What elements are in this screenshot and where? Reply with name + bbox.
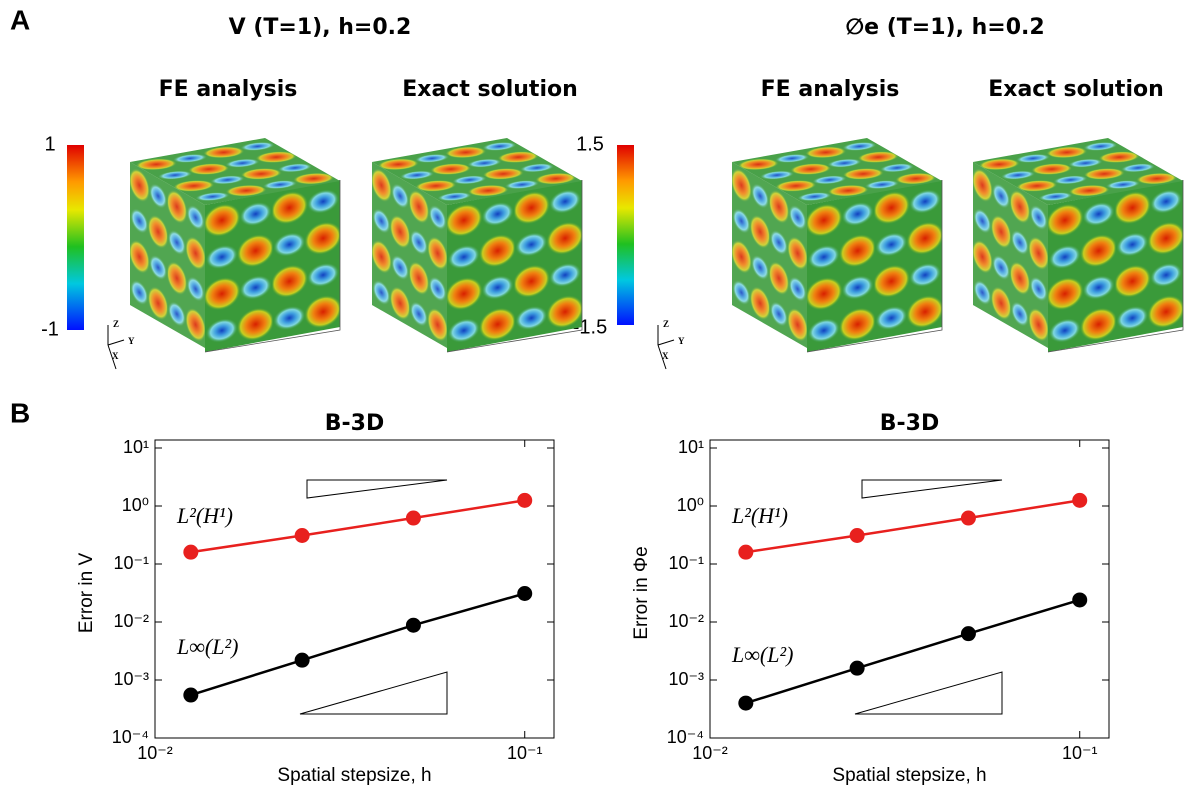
y-tick-label: 10⁰ bbox=[122, 495, 149, 515]
data-point bbox=[738, 545, 753, 560]
series-label: L²(H¹) bbox=[176, 503, 233, 528]
x-axis-label: Spatial stepsize, h bbox=[277, 765, 431, 786]
colorbar bbox=[67, 145, 84, 330]
series-label: L²(H¹) bbox=[731, 503, 788, 528]
data-point bbox=[295, 528, 310, 543]
y-axis-label: Error in V bbox=[76, 553, 97, 634]
panel-title: V (T=1), h=0.2 bbox=[229, 15, 412, 40]
cube-face bbox=[807, 180, 942, 352]
data-point bbox=[961, 511, 976, 526]
triad-label: Y bbox=[128, 336, 135, 346]
y-tick-label: 10⁻¹ bbox=[668, 553, 704, 573]
data-point bbox=[517, 586, 532, 601]
data-point bbox=[183, 545, 198, 560]
chart-title: B-3D bbox=[880, 411, 939, 436]
plot-frame bbox=[155, 440, 554, 738]
y-tick-label: 10⁻³ bbox=[113, 669, 149, 689]
triad-axis bbox=[108, 340, 124, 345]
x-tick-label: 10⁻² bbox=[137, 743, 173, 763]
data-point bbox=[1072, 592, 1087, 607]
series-label: L∞(L²) bbox=[176, 634, 238, 659]
data-point bbox=[850, 661, 865, 676]
colorbar bbox=[617, 145, 634, 325]
y-tick-label: 10⁰ bbox=[677, 495, 704, 515]
triad-label: Z bbox=[663, 319, 669, 329]
colorbar-label: 1 bbox=[44, 133, 55, 155]
subtitle: FE analysis bbox=[159, 77, 298, 102]
data-point bbox=[1072, 493, 1087, 508]
y-tick-label: 10¹ bbox=[123, 437, 149, 457]
y-tick-label: 10⁻² bbox=[113, 611, 149, 631]
panel-title: ∅e (T=1), h=0.2 bbox=[845, 15, 1044, 40]
series-line bbox=[746, 500, 1080, 552]
x-tick-label: 10⁻² bbox=[692, 743, 728, 763]
panel-label: A bbox=[10, 4, 30, 35]
triad-label: X bbox=[662, 351, 669, 361]
series-line bbox=[746, 600, 1080, 703]
slope-triangle bbox=[855, 672, 1002, 714]
x-tick-label: 10⁻¹ bbox=[1062, 743, 1098, 763]
triad-label: Y bbox=[678, 336, 685, 346]
panel-label: B bbox=[10, 397, 30, 428]
y-axis-label: Error in Φe bbox=[631, 546, 652, 639]
data-point bbox=[406, 511, 421, 526]
data-point bbox=[517, 493, 532, 508]
triad-axis bbox=[658, 340, 674, 345]
figure: A B V (T=1), h=0.2 ∅e (T=1), h=0.2 FE an… bbox=[0, 0, 1190, 798]
triad-label: Z bbox=[113, 319, 119, 329]
chart-title: B-3D bbox=[325, 411, 384, 436]
y-tick-label: 10⁻² bbox=[668, 611, 704, 631]
slope-triangle bbox=[300, 672, 447, 714]
y-tick-label: 10⁻³ bbox=[668, 669, 704, 689]
data-point bbox=[738, 696, 753, 711]
cube-face bbox=[447, 180, 582, 352]
slope-triangle bbox=[307, 480, 447, 498]
series-line bbox=[191, 594, 525, 696]
triad-label: X bbox=[112, 351, 119, 361]
colorbar-label: 1.5 bbox=[576, 133, 604, 155]
data-point bbox=[295, 653, 310, 668]
series-label: L∞(L²) bbox=[731, 642, 793, 667]
data-point bbox=[406, 618, 421, 633]
cubes bbox=[130, 138, 1183, 352]
slope-triangle bbox=[862, 480, 1002, 498]
x-tick-label: 10⁻¹ bbox=[507, 743, 543, 763]
subtitle: Exact solution bbox=[402, 77, 578, 102]
data-point bbox=[183, 688, 198, 703]
cube-face bbox=[1048, 180, 1183, 352]
plot-frame bbox=[710, 440, 1109, 738]
x-axis-label: Spatial stepsize, h bbox=[832, 765, 986, 786]
subtitle: Exact solution bbox=[988, 77, 1164, 102]
y-tick-label: 10¹ bbox=[678, 437, 704, 457]
colorbar-label: -1 bbox=[41, 318, 59, 340]
data-point bbox=[850, 528, 865, 543]
series-line bbox=[191, 500, 525, 552]
y-tick-label: 10⁻¹ bbox=[113, 553, 149, 573]
data-point bbox=[961, 626, 976, 641]
cube-face bbox=[205, 180, 340, 352]
subtitle: FE analysis bbox=[761, 77, 900, 102]
